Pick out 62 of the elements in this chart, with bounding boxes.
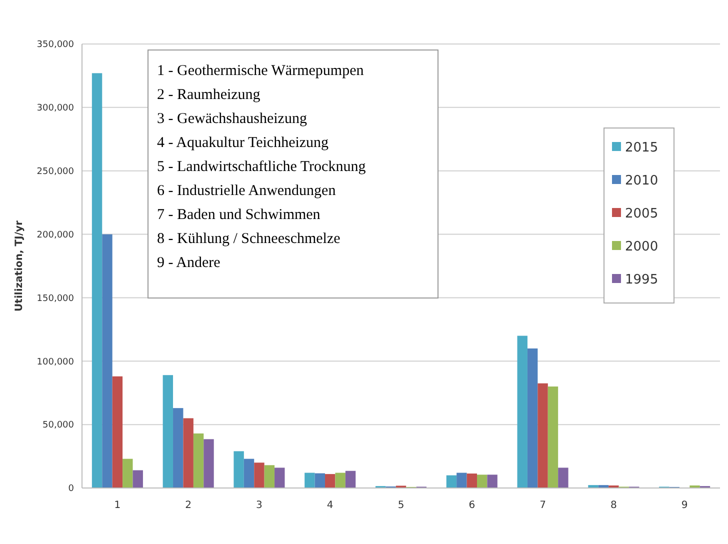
y-tick-label: 300,000 — [36, 104, 74, 114]
annotation: 9 - Andere — [157, 255, 221, 271]
bar — [193, 433, 204, 488]
bar — [446, 475, 457, 488]
bar — [538, 383, 548, 488]
bar — [527, 348, 538, 488]
x-tick-label: 1 — [114, 500, 121, 511]
bar — [517, 336, 528, 488]
bar — [548, 386, 558, 488]
bar — [102, 234, 112, 488]
y-axis-title: Utilization, TJ/yr — [14, 220, 25, 312]
y-tick-label: 0 — [68, 484, 74, 494]
y-tick-label: 150,000 — [36, 294, 74, 304]
y-tick-label: 250,000 — [36, 167, 74, 178]
x-tick-label: 9 — [681, 500, 688, 511]
bar — [204, 439, 214, 488]
annotation: 4 - Aquakultur Teichheizung — [157, 135, 330, 151]
bar — [254, 462, 264, 488]
annotation: 2 - Raumheizung — [157, 87, 261, 103]
legend-label: 1995 — [625, 272, 658, 288]
y-tick-label: 100,000 — [36, 357, 74, 368]
x-tick-label: 4 — [326, 500, 334, 511]
annotation: 7 - Baden und Schwimmen — [157, 207, 321, 223]
annotation: 3 - Gewächshausheizung — [157, 111, 308, 127]
bar — [335, 472, 346, 488]
y-tick-label: 350,000 — [36, 40, 74, 50]
bar — [234, 451, 244, 488]
annotation: 5 - Landwirtschaftliche Trocknung — [157, 159, 366, 175]
bar — [456, 472, 467, 488]
bar — [487, 474, 498, 488]
x-tick-label: 7 — [540, 500, 546, 511]
bar — [558, 468, 568, 488]
bar — [122, 458, 133, 488]
bar — [476, 474, 488, 488]
bar — [183, 418, 194, 488]
annotation: 1 - Geothermische Wärmepumpen — [157, 63, 364, 79]
annotation: 6 - Industrielle Anwendungen — [157, 183, 336, 199]
x-tick-label: 3 — [256, 500, 262, 511]
legend-label: 2010 — [625, 174, 658, 189]
x-tick-label: 5 — [398, 500, 404, 511]
bar — [314, 473, 326, 488]
y-tick-label: 200,000 — [36, 230, 74, 240]
annotation: 8 - Kühlung / Schneeschmelze — [157, 231, 341, 247]
bar — [274, 468, 285, 488]
bar — [132, 470, 143, 488]
x-tick-label: 6 — [468, 500, 476, 511]
bar — [325, 474, 336, 488]
legend-label: 2015 — [625, 140, 658, 156]
x-tick-label: 8 — [610, 500, 617, 511]
x-tick-label: 2 — [185, 500, 192, 511]
legend-label: 2005 — [625, 206, 658, 222]
bar — [466, 474, 477, 488]
bar — [264, 465, 275, 488]
bar — [162, 375, 174, 488]
bar — [244, 458, 254, 488]
bar — [173, 408, 184, 488]
bar — [112, 376, 123, 488]
bar — [304, 472, 315, 488]
bar — [345, 470, 356, 488]
legend-label: 2000 — [625, 240, 658, 255]
y-tick-label: 50,000 — [42, 420, 74, 431]
bar — [92, 73, 102, 488]
